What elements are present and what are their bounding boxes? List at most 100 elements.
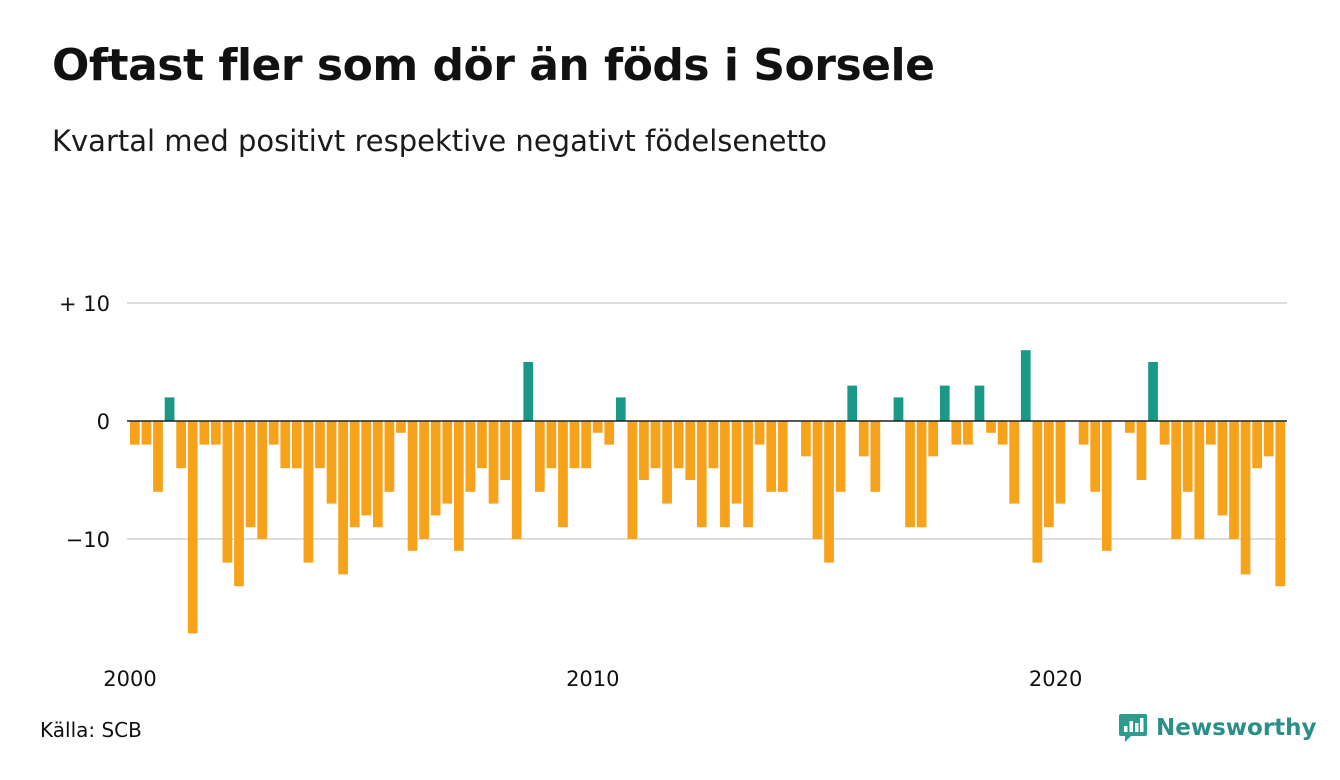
bar-positive [939,385,950,421]
bar-negative [766,421,777,492]
bar-negative [280,421,291,469]
bar-negative [1055,421,1066,504]
bar-negative [546,421,557,469]
bar-negative [361,421,372,516]
bar-negative [731,421,742,504]
bar-negative [720,421,730,528]
bar-negative [1182,421,1193,492]
bar-negative [303,421,314,563]
bar-negative [419,421,429,539]
bar-positive [164,397,175,421]
bar-negative [1090,421,1101,492]
bar-negative [801,421,811,457]
bar-negative [222,421,233,563]
bar-negative [511,421,522,539]
bar-positive [1148,362,1158,421]
bar-negative [650,421,661,469]
bar-negative [349,421,360,528]
bar-negative [963,421,973,445]
x-tick-label: 2010 [566,667,619,691]
bar-negative [743,421,753,528]
x-tick-label: 2000 [103,667,156,691]
bar-negative [905,421,915,528]
bar-negative [1101,421,1112,551]
bar-negative [708,421,719,469]
bar-negative [558,421,568,528]
bar-positive [523,362,534,421]
brand-name: Newsworthy [1156,715,1317,741]
bar-negative [627,421,638,539]
y-tick-label: 0 [97,410,110,434]
chart-title: Oftast fler som dör än föds i Sorsele [52,40,935,91]
bar-negative [477,421,487,469]
bar-negative [153,421,163,492]
bar-negative [500,421,510,480]
brand-logo: Newsworthy [1118,712,1317,744]
bar-negative [372,421,383,528]
bar-negative [534,421,545,492]
bar-negative [1009,421,1020,504]
bar-negative [858,421,869,457]
bar-chart: + 10 0 −10 2000 2010 2020 [59,292,1287,691]
bar-negative [951,421,962,445]
bar-negative [176,421,186,469]
bar-positive [615,397,626,421]
bar-negative [916,421,927,528]
bar-negative [685,421,696,480]
bar-negative [639,421,649,480]
newsworthy-logo-icon [1119,714,1147,742]
bar-negative [326,421,337,504]
bar-negative [986,421,996,433]
bar-negative [997,421,1008,445]
bar-negative [1275,421,1286,587]
bar-negative [141,421,152,445]
bar-negative [777,421,788,492]
bar-negative [291,421,302,469]
bar-negative [812,421,823,539]
y-tick-label: + 10 [59,292,110,316]
bar-negative [835,421,846,492]
bar-negative [442,421,453,504]
chart-subtitle: Kvartal med positivt respektive negativt… [52,124,827,158]
bar-negative [1194,421,1205,539]
bar-negative [1206,421,1216,445]
bar-negative [604,421,615,445]
bar-negative [1229,421,1239,539]
bar-negative [592,421,603,433]
y-tick-label: −10 [66,528,110,552]
bar-negative [1125,421,1135,433]
bar-negative [338,421,348,575]
bar-positive [847,385,858,421]
bar-negative [465,421,476,492]
bar-negative [673,421,684,469]
x-tick-label: 2020 [1029,667,1082,691]
bar-negative [430,421,441,516]
bar-negative [662,421,672,504]
bar-negative [696,421,707,528]
bar-negative [1263,421,1274,457]
bar-negative [210,421,221,445]
bar-negative [754,421,765,445]
bar-negative [1159,421,1170,445]
bar-positive [974,385,985,421]
bar-negative [268,421,279,445]
bar-negative [384,421,395,492]
bar-negative [928,421,939,457]
bar-negative [453,421,464,551]
bar-negative [315,421,325,469]
bar-negative [824,421,834,563]
bar-positive [1020,350,1031,421]
bar-negative [187,421,198,634]
bar-negative [1171,421,1182,539]
bar-negative [581,421,591,469]
bar-negative [1032,421,1043,563]
bar-negative [257,421,267,539]
bar-negative [130,421,140,445]
bar-negative [569,421,580,469]
bar-negative [1078,421,1089,445]
bar-negative [870,421,881,492]
source-label: Källa: SCB [40,718,142,742]
bar-negative [1252,421,1263,469]
bar-negative [234,421,244,587]
bar-negative [245,421,256,528]
